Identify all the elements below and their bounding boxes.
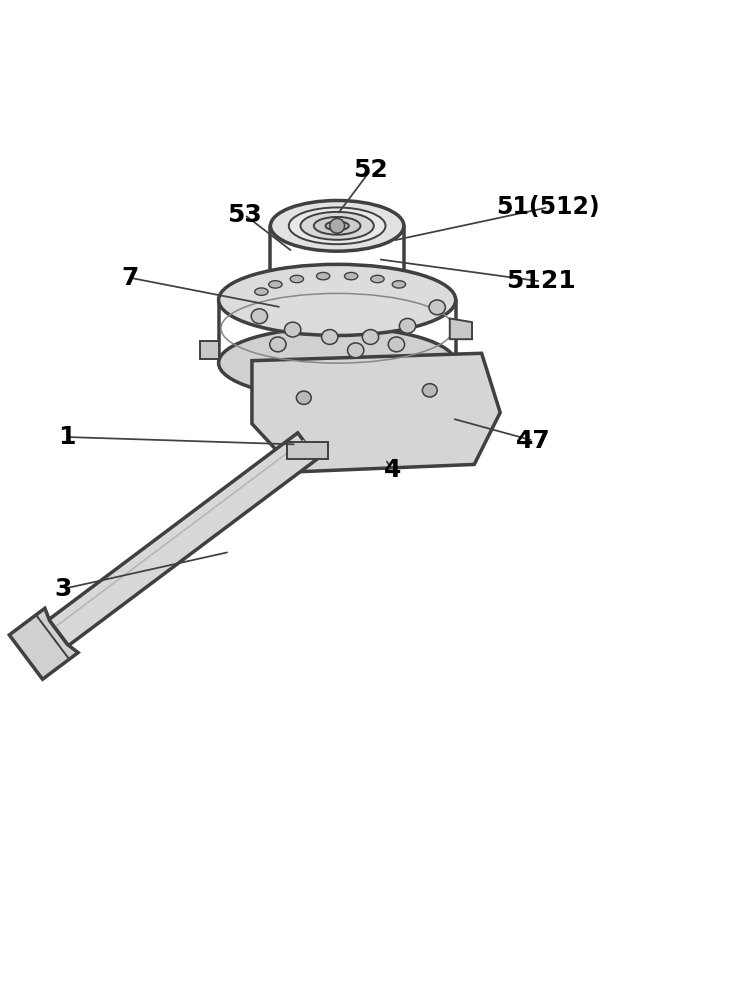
Polygon shape [252, 353, 500, 472]
Ellipse shape [370, 275, 384, 283]
Ellipse shape [289, 207, 385, 244]
Ellipse shape [296, 391, 311, 404]
Ellipse shape [422, 384, 437, 397]
Ellipse shape [219, 264, 456, 335]
Ellipse shape [392, 281, 405, 288]
Text: 52: 52 [353, 158, 388, 182]
Polygon shape [200, 341, 219, 359]
Polygon shape [49, 433, 317, 646]
Polygon shape [287, 442, 328, 459]
Ellipse shape [269, 281, 282, 288]
Ellipse shape [429, 300, 445, 315]
Ellipse shape [290, 275, 304, 283]
Text: 47: 47 [516, 429, 551, 453]
Ellipse shape [270, 337, 286, 352]
Ellipse shape [251, 309, 268, 324]
Text: 1: 1 [58, 425, 76, 449]
Ellipse shape [325, 221, 349, 230]
Ellipse shape [270, 271, 404, 322]
Ellipse shape [301, 212, 374, 240]
Text: 53: 53 [227, 203, 262, 227]
Text: 51(512): 51(512) [496, 195, 600, 219]
Polygon shape [450, 318, 472, 339]
Ellipse shape [345, 272, 358, 280]
Ellipse shape [255, 288, 268, 295]
Ellipse shape [322, 330, 338, 344]
Ellipse shape [388, 337, 405, 352]
Ellipse shape [314, 217, 360, 235]
Ellipse shape [348, 343, 364, 358]
Circle shape [330, 218, 345, 233]
Polygon shape [10, 608, 78, 679]
Text: 3: 3 [54, 577, 72, 601]
Ellipse shape [219, 327, 456, 398]
Text: 7: 7 [121, 266, 139, 290]
Ellipse shape [316, 272, 330, 280]
Text: 4: 4 [384, 458, 402, 482]
Ellipse shape [399, 318, 416, 333]
Text: 5121: 5121 [506, 269, 576, 293]
Ellipse shape [285, 322, 301, 337]
Ellipse shape [362, 330, 379, 344]
Ellipse shape [270, 200, 404, 251]
